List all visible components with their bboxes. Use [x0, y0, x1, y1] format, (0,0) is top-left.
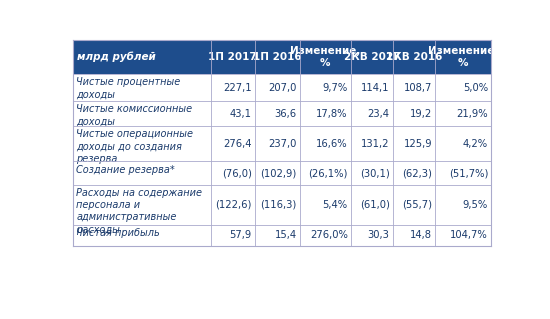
- Text: 1П 2017: 1П 2017: [208, 52, 257, 62]
- Text: 23,4: 23,4: [367, 109, 389, 119]
- Text: 57,9: 57,9: [229, 230, 252, 241]
- Text: Расходы на содержание
персонала и
административные
расходы: Расходы на содержание персонала и админи…: [76, 188, 202, 235]
- Text: 108,7: 108,7: [404, 83, 432, 93]
- Text: (102,9): (102,9): [260, 168, 296, 178]
- Text: Изменение,
%: Изменение, %: [290, 46, 360, 68]
- Bar: [73, 225, 491, 246]
- Text: Чистые комиссионные
доходы: Чистые комиссионные доходы: [76, 105, 192, 127]
- Text: 14,8: 14,8: [410, 230, 432, 241]
- Text: 17,8%: 17,8%: [316, 109, 348, 119]
- Text: (62,3): (62,3): [403, 168, 432, 178]
- Text: Изменение,
%: Изменение, %: [428, 46, 498, 68]
- Bar: [73, 161, 491, 185]
- Text: 207,0: 207,0: [268, 83, 296, 93]
- Text: 16,6%: 16,6%: [316, 139, 348, 149]
- Text: 5,0%: 5,0%: [463, 83, 488, 93]
- Text: (30,1): (30,1): [360, 168, 389, 178]
- Text: 5,4%: 5,4%: [323, 200, 348, 210]
- Bar: [73, 101, 491, 126]
- Text: Чистая прибыль: Чистая прибыль: [76, 228, 160, 238]
- Text: 30,3: 30,3: [368, 230, 389, 241]
- Text: млрд рублей: млрд рублей: [77, 51, 156, 62]
- Text: (55,7): (55,7): [402, 200, 432, 210]
- Text: 9,7%: 9,7%: [322, 83, 348, 93]
- Bar: [73, 40, 491, 74]
- Bar: [73, 126, 491, 161]
- Bar: [73, 185, 491, 225]
- Text: 2КВ 2016: 2КВ 2016: [386, 52, 442, 62]
- Text: 237,0: 237,0: [268, 139, 296, 149]
- Text: 4,2%: 4,2%: [463, 139, 488, 149]
- Text: 125,9: 125,9: [404, 139, 432, 149]
- Text: 9,5%: 9,5%: [463, 200, 488, 210]
- Text: 21,9%: 21,9%: [456, 109, 488, 119]
- Text: 276,0%: 276,0%: [310, 230, 348, 241]
- Bar: [73, 74, 491, 101]
- Text: Чистые процентные
доходы: Чистые процентные доходы: [76, 77, 181, 99]
- Text: (51,7%): (51,7%): [449, 168, 488, 178]
- Text: 114,1: 114,1: [361, 83, 389, 93]
- Text: (116,3): (116,3): [260, 200, 296, 210]
- Text: Чистые операционные
доходы до создания
резерва: Чистые операционные доходы до создания р…: [76, 129, 194, 164]
- Text: Создание резерва*: Создание резерва*: [76, 165, 175, 174]
- Text: 276,4: 276,4: [223, 139, 252, 149]
- Text: 43,1: 43,1: [230, 109, 252, 119]
- Text: (122,6): (122,6): [215, 200, 252, 210]
- Text: 19,2: 19,2: [410, 109, 432, 119]
- Text: 36,6: 36,6: [274, 109, 296, 119]
- Text: (76,0): (76,0): [222, 168, 252, 178]
- Text: 2КВ 2017: 2КВ 2017: [344, 52, 400, 62]
- Text: (26,1%): (26,1%): [309, 168, 348, 178]
- Text: 131,2: 131,2: [361, 139, 389, 149]
- Text: 15,4: 15,4: [274, 230, 296, 241]
- Text: 227,1: 227,1: [223, 83, 252, 93]
- Text: (61,0): (61,0): [360, 200, 389, 210]
- Text: 1П 2016: 1П 2016: [253, 52, 301, 62]
- Text: 104,7%: 104,7%: [450, 230, 488, 241]
